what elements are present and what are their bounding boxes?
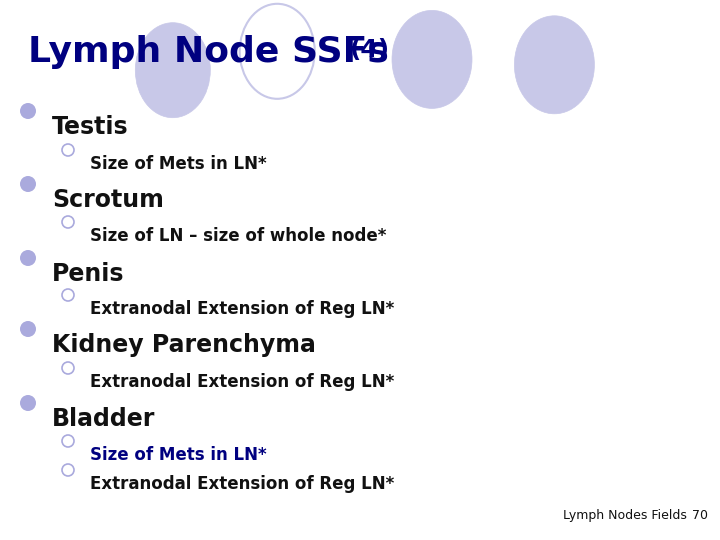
Text: Extranodal Extension of Reg LN*: Extranodal Extension of Reg LN* — [90, 300, 395, 318]
Circle shape — [62, 435, 74, 447]
Text: Size of Mets in LN*: Size of Mets in LN* — [90, 446, 266, 464]
Ellipse shape — [392, 10, 472, 109]
Ellipse shape — [514, 16, 595, 114]
Circle shape — [62, 216, 74, 228]
Text: Scrotum: Scrotum — [52, 188, 164, 212]
Text: Lymph Nodes Fields: Lymph Nodes Fields — [563, 509, 687, 522]
Text: Kidney Parenchyma: Kidney Parenchyma — [52, 333, 316, 357]
Circle shape — [62, 464, 74, 476]
Circle shape — [20, 103, 36, 119]
Ellipse shape — [240, 4, 315, 99]
Text: Lymph Node SSFs: Lymph Node SSFs — [28, 35, 389, 69]
Circle shape — [20, 395, 36, 411]
Text: Penis: Penis — [52, 262, 125, 286]
Text: Size of LN – size of whole node*: Size of LN – size of whole node* — [90, 227, 387, 245]
Circle shape — [20, 176, 36, 192]
Ellipse shape — [135, 23, 210, 118]
Ellipse shape — [240, 4, 315, 99]
Text: 70: 70 — [692, 509, 708, 522]
Text: Extranodal Extension of Reg LN*: Extranodal Extension of Reg LN* — [90, 475, 395, 493]
Text: (4): (4) — [350, 38, 390, 62]
Text: Extranodal Extension of Reg LN*: Extranodal Extension of Reg LN* — [90, 373, 395, 391]
Circle shape — [62, 144, 74, 156]
Circle shape — [62, 289, 74, 301]
Text: Bladder: Bladder — [52, 407, 156, 431]
Circle shape — [20, 250, 36, 266]
Text: Testis: Testis — [52, 115, 129, 139]
Circle shape — [20, 321, 36, 337]
Circle shape — [62, 362, 74, 374]
Text: Size of Mets in LN*: Size of Mets in LN* — [90, 155, 266, 173]
